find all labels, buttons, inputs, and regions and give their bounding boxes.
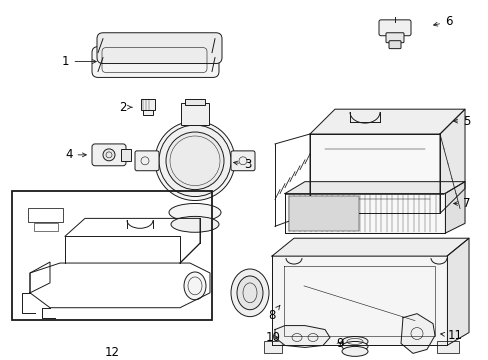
Ellipse shape xyxy=(169,203,221,221)
Bar xyxy=(271,256,446,346)
Ellipse shape xyxy=(159,125,230,197)
FancyBboxPatch shape xyxy=(97,33,222,63)
Polygon shape xyxy=(274,325,329,347)
FancyBboxPatch shape xyxy=(388,41,400,49)
FancyBboxPatch shape xyxy=(385,33,403,43)
Text: 3: 3 xyxy=(233,158,251,171)
Ellipse shape xyxy=(341,342,367,351)
Text: 9: 9 xyxy=(335,337,343,350)
Ellipse shape xyxy=(237,276,263,310)
Bar xyxy=(142,110,153,115)
Ellipse shape xyxy=(341,346,367,356)
Text: 12: 12 xyxy=(104,346,119,359)
Text: 10: 10 xyxy=(265,331,280,344)
Polygon shape xyxy=(444,182,464,233)
Text: 2: 2 xyxy=(119,101,132,114)
Bar xyxy=(34,223,58,231)
Bar xyxy=(264,342,282,354)
FancyBboxPatch shape xyxy=(92,144,126,166)
Bar xyxy=(181,103,208,125)
Ellipse shape xyxy=(171,216,219,232)
Text: 11: 11 xyxy=(440,329,462,342)
Polygon shape xyxy=(309,109,464,134)
Text: 4: 4 xyxy=(65,148,86,161)
Ellipse shape xyxy=(183,272,205,300)
Polygon shape xyxy=(439,109,464,213)
Polygon shape xyxy=(400,314,434,354)
Bar xyxy=(28,208,63,222)
Bar xyxy=(436,342,458,354)
Bar xyxy=(288,195,358,231)
Text: 1: 1 xyxy=(62,55,96,68)
Ellipse shape xyxy=(103,149,115,161)
Bar xyxy=(184,99,204,105)
FancyBboxPatch shape xyxy=(92,47,219,77)
Bar xyxy=(121,149,131,161)
Ellipse shape xyxy=(165,132,224,190)
Polygon shape xyxy=(271,238,468,256)
Ellipse shape xyxy=(341,337,367,346)
FancyBboxPatch shape xyxy=(230,151,254,171)
Bar xyxy=(285,194,444,233)
Text: 7: 7 xyxy=(453,197,469,210)
Polygon shape xyxy=(285,182,464,194)
Ellipse shape xyxy=(230,269,268,317)
Polygon shape xyxy=(446,238,468,346)
Polygon shape xyxy=(309,134,439,213)
FancyBboxPatch shape xyxy=(135,151,159,171)
Bar xyxy=(141,99,155,110)
Text: 8: 8 xyxy=(267,305,279,322)
FancyBboxPatch shape xyxy=(378,20,410,36)
Text: 5: 5 xyxy=(453,114,469,127)
Text: 6: 6 xyxy=(433,15,451,28)
Bar xyxy=(12,190,212,320)
Ellipse shape xyxy=(155,121,235,201)
